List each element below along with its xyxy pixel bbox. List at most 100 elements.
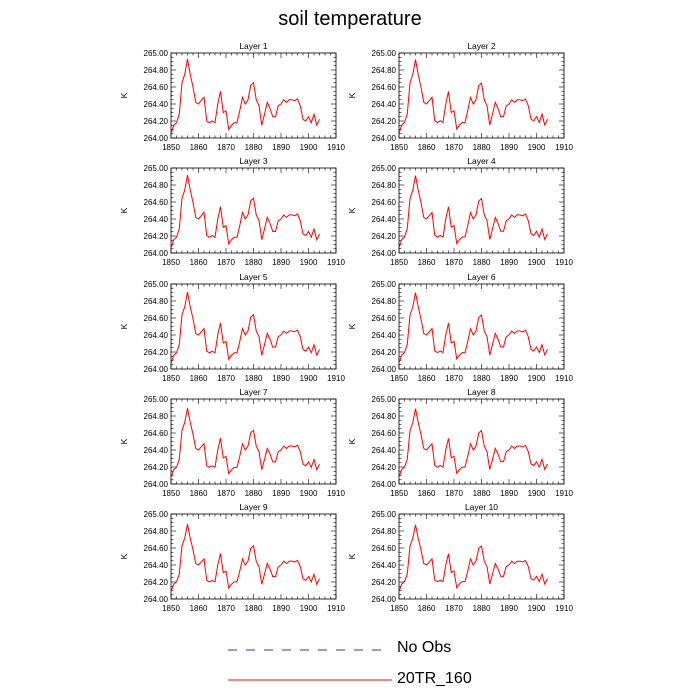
panel-title: Layer 7: [239, 387, 268, 397]
panel-layer-7: Layer 7 1850 1860 1870 1880 1890 1900 1910 264.0…: [119, 387, 345, 498]
panel-title: Layer 2: [467, 41, 496, 51]
y-tick-label: 264.00: [144, 249, 169, 258]
legend-label-no-obs: No Obs: [397, 639, 452, 656]
series-line-20tr-160: [398, 408, 548, 478]
y-tick-label: 264.60: [372, 544, 397, 553]
x-tick-label: 1860: [418, 143, 436, 152]
y-tick-label: 264.20: [372, 232, 397, 241]
y-tick-label: 264.60: [144, 314, 169, 323]
x-tick-label: 1860: [190, 374, 208, 383]
y-tick-label: 264.60: [372, 83, 397, 92]
x-tick-label: 1870: [217, 143, 235, 152]
y-axis-label: K: [347, 553, 357, 559]
y-axis-label: K: [119, 207, 129, 213]
chart-title: soil temperature: [278, 8, 422, 30]
x-tick-label: 1890: [272, 604, 290, 613]
x-tick-label: 1900: [300, 374, 318, 383]
x-tick-label: 1850: [390, 143, 408, 152]
x-tick-label: 1910: [555, 604, 573, 613]
y-tick-label: 264.40: [144, 100, 169, 109]
y-tick-label: 265.00: [372, 280, 397, 289]
y-tick-label: 265.00: [144, 280, 169, 289]
panel-title: Layer 5: [239, 272, 268, 282]
y-tick-label: 264.20: [144, 232, 169, 241]
x-tick-label: 1900: [528, 489, 546, 498]
x-tick-label: 1890: [272, 143, 290, 152]
series-line-20tr-160: [170, 408, 320, 478]
y-tick-label: 264.40: [372, 561, 397, 570]
y-tick-label: 264.60: [144, 198, 169, 207]
y-tick-label: 264.40: [144, 331, 169, 340]
x-tick-label: 1850: [390, 489, 408, 498]
y-tick-label: 264.20: [372, 463, 397, 472]
y-tick-label: 264.20: [144, 463, 169, 472]
y-tick-label: 264.40: [372, 215, 397, 224]
x-tick-label: 1900: [300, 604, 318, 613]
y-tick-label: 265.00: [144, 164, 169, 173]
y-axis-label: K: [347, 323, 357, 329]
y-axis-label: K: [119, 323, 129, 329]
x-tick-label: 1910: [555, 143, 573, 152]
panel-title: Layer 8: [467, 387, 496, 397]
y-tick-label: 264.40: [372, 100, 397, 109]
x-tick-label: 1860: [418, 374, 436, 383]
panel-layer-9: Layer 9 1850 1860 1870 1880 1890 1900 1910 264.0…: [119, 502, 345, 613]
y-tick-label: 264.80: [144, 66, 169, 75]
panel-layer-4: Layer 4 1850 1860 1870 1880 1890 1900 1910 264.0…: [347, 156, 573, 267]
y-tick-label: 264.00: [144, 595, 169, 604]
y-tick-label: 264.40: [372, 446, 397, 455]
series-line-20tr-160: [170, 174, 320, 249]
y-axis-label: K: [119, 438, 129, 444]
y-tick-label: 264.60: [372, 429, 397, 438]
x-tick-label: 1850: [162, 604, 180, 613]
y-tick-label: 264.20: [144, 117, 169, 126]
x-tick-label: 1870: [217, 374, 235, 383]
x-tick-label: 1850: [162, 374, 180, 383]
y-tick-label: 264.60: [144, 429, 169, 438]
x-tick-label: 1880: [473, 374, 491, 383]
y-tick-label: 264.80: [372, 181, 397, 190]
y-tick-label: 265.00: [144, 395, 169, 404]
x-tick-label: 1910: [327, 258, 345, 267]
y-tick-label: 264.20: [372, 578, 397, 587]
y-axis-label: K: [347, 438, 357, 444]
x-tick-label: 1860: [190, 258, 208, 267]
y-tick-label: 264.80: [372, 297, 397, 306]
y-tick-label: 264.80: [144, 297, 169, 306]
y-tick-label: 264.40: [144, 215, 169, 224]
x-tick-label: 1870: [445, 489, 463, 498]
x-tick-label: 1900: [528, 143, 546, 152]
panel-layer-3: Layer 3 1850 1860 1870 1880 1890 1900 1910 264.0…: [119, 156, 345, 267]
y-tick-label: 264.20: [144, 348, 169, 357]
x-tick-label: 1850: [162, 489, 180, 498]
y-tick-label: 264.60: [372, 314, 397, 323]
y-tick-label: 265.00: [372, 164, 397, 173]
x-tick-label: 1850: [390, 258, 408, 267]
x-tick-label: 1910: [327, 374, 345, 383]
x-tick-label: 1890: [272, 489, 290, 498]
y-tick-label: 264.80: [144, 412, 169, 421]
x-tick-label: 1890: [272, 258, 290, 267]
y-tick-label: 264.20: [144, 578, 169, 587]
x-tick-label: 1900: [300, 258, 318, 267]
x-tick-label: 1910: [327, 143, 345, 152]
panel-title: Layer 4: [467, 156, 496, 166]
y-tick-label: 264.40: [372, 331, 397, 340]
y-tick-label: 264.60: [144, 83, 169, 92]
x-tick-label: 1890: [500, 143, 518, 152]
panel-title: Layer 10: [465, 502, 498, 512]
x-tick-label: 1900: [300, 143, 318, 152]
y-tick-label: 264.00: [372, 249, 397, 258]
panel-layer-8: Layer 8 1850 1860 1870 1880 1890 1900 1910 264.0…: [347, 387, 573, 498]
x-tick-label: 1870: [445, 258, 463, 267]
panel-title: Layer 9: [239, 502, 268, 512]
x-tick-label: 1890: [500, 604, 518, 613]
x-tick-label: 1900: [528, 374, 546, 383]
x-tick-label: 1900: [528, 604, 546, 613]
y-tick-label: 264.00: [144, 480, 169, 489]
y-tick-label: 265.00: [372, 49, 397, 58]
series-line-20tr-160: [170, 524, 320, 593]
y-tick-label: 265.00: [372, 510, 397, 519]
